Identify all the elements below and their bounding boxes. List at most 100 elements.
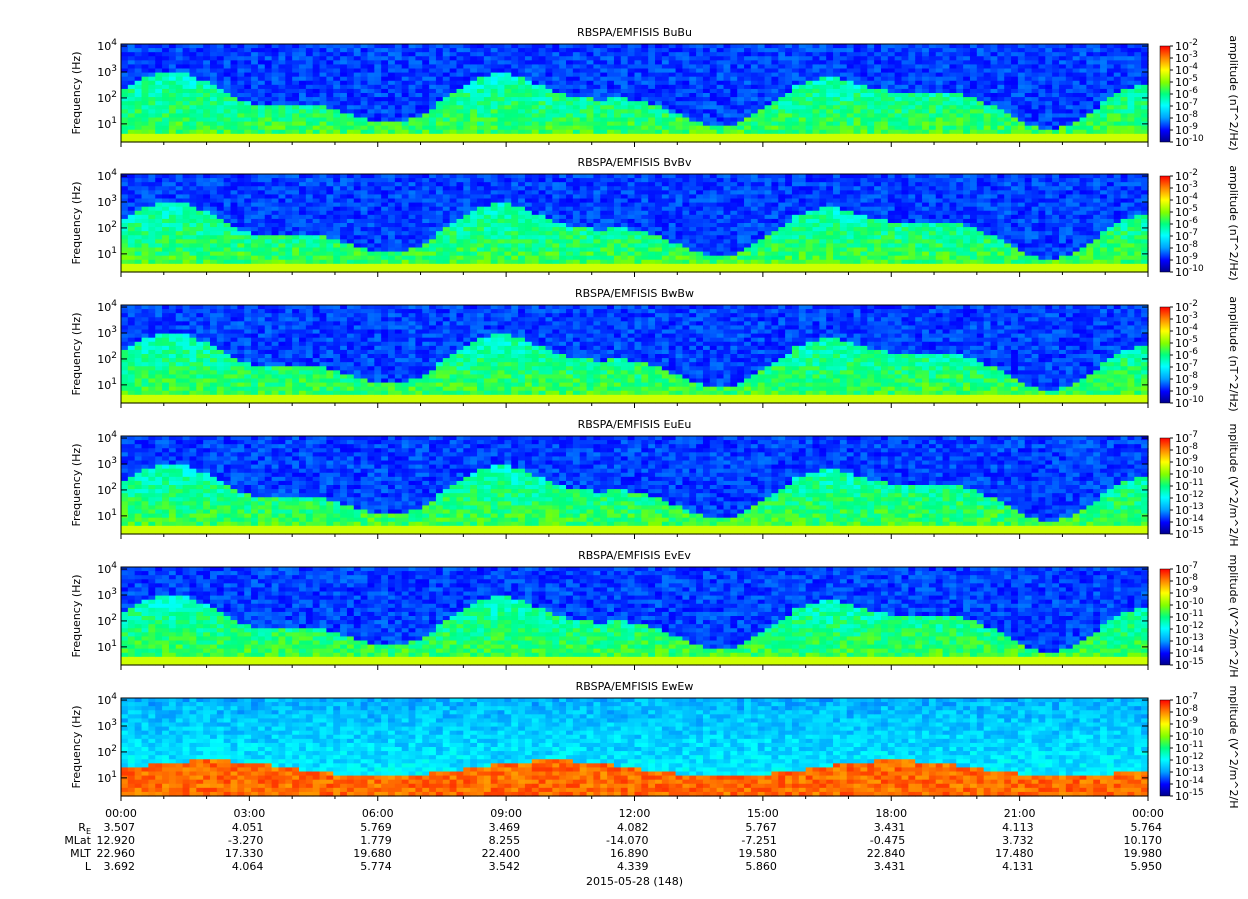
spectrogram-cell (709, 84, 718, 90)
spectrogram-cell (381, 251, 389, 257)
spectrogram-cell (477, 113, 485, 119)
spectrogram-cell (1017, 80, 1026, 86)
spectrogram-cell (134, 231, 143, 236)
spectrogram-cell (874, 64, 882, 70)
spectrogram-cell (381, 247, 389, 253)
spectrogram-cell (689, 44, 697, 49)
spectrogram-cell (141, 243, 149, 249)
spectrogram-cell (340, 93, 348, 98)
spectrogram-cell (586, 133, 595, 139)
spectrogram-cell (538, 93, 547, 98)
spectrogram-cell (408, 133, 417, 139)
spectrogram-cell (244, 105, 252, 110)
spectrogram-cell (230, 129, 238, 135)
spectrogram-cell (880, 52, 889, 57)
spectrogram-cell (333, 178, 341, 183)
spectrogram-cell (511, 48, 519, 53)
spectrogram-cell (1045, 80, 1053, 86)
spectrogram-cell (257, 80, 266, 86)
spectrogram-cell (134, 239, 143, 245)
spectrogram-cell (435, 186, 444, 191)
spectrogram-cell (531, 101, 540, 106)
spectrogram-cell (340, 239, 348, 245)
spectrogram-cell (504, 88, 512, 94)
spectrogram-cell (655, 121, 663, 127)
spectrogram-cell (210, 178, 218, 183)
spectrogram-cell (1052, 84, 1060, 90)
spectrogram-cell (826, 97, 834, 102)
spectrogram-cell (1127, 76, 1135, 82)
spectrogram-cell (1120, 129, 1129, 135)
spectrogram-cell (319, 68, 327, 74)
spectrogram-cell (401, 255, 410, 261)
spectrogram-cell (641, 76, 649, 82)
spectrogram-cell (689, 52, 697, 57)
spectrogram-cell (969, 64, 978, 70)
spectrogram-cell (826, 117, 834, 123)
spectrogram-cell (299, 52, 307, 57)
spectrogram-cell (353, 259, 362, 265)
spectrogram-cell (661, 84, 670, 90)
spectrogram-cell (353, 80, 362, 86)
spectrogram-cell (579, 88, 588, 94)
spectrogram-cell (271, 214, 280, 220)
spectrogram-cell (299, 84, 307, 90)
spectrogram-cell (381, 206, 389, 212)
spectrogram-cell (894, 93, 903, 98)
spectrogram-cell (292, 137, 300, 143)
spectrogram-cell (299, 227, 307, 232)
spectrogram-cell (189, 198, 197, 204)
spectrogram-cell (230, 60, 238, 66)
spectrogram-cell (360, 223, 369, 228)
spectrogram-cell (853, 109, 862, 115)
spectrogram-cell (1017, 84, 1026, 90)
spectrogram-cell (401, 194, 410, 200)
spectrogram-cell (244, 194, 252, 200)
spectrogram-cell (880, 109, 889, 115)
spectrogram-cell (1093, 64, 1101, 70)
spectrogram-cell (463, 117, 471, 123)
spectrogram-cell (477, 56, 485, 61)
spectrogram-cell (216, 182, 225, 187)
spectrogram-cell (1086, 60, 1094, 66)
spectrogram-cell (381, 88, 389, 94)
spectrogram-cell (223, 60, 232, 66)
spectrogram-cell (401, 202, 410, 208)
spectrogram-cell (750, 84, 759, 90)
spectrogram-cell (196, 210, 204, 216)
spectrogram-cell (203, 76, 211, 82)
spectrogram-cell (422, 105, 430, 110)
spectrogram-cell (340, 52, 348, 57)
spectrogram-cell (490, 174, 499, 179)
spectrogram-cell (121, 239, 129, 245)
spectrogram-cell (901, 84, 909, 90)
spectrogram-cell (360, 56, 369, 61)
spectrogram-cell (518, 48, 526, 53)
spectrogram-cell (141, 210, 149, 216)
spectrogram-cell (196, 194, 204, 200)
spectrogram-cell (572, 44, 581, 49)
spectrogram-cell (333, 259, 341, 265)
spectrogram-cell (846, 117, 855, 123)
spectrogram-cell (634, 52, 642, 57)
spectrogram-cell (333, 117, 341, 123)
spectrogram-cell (162, 178, 170, 183)
spectrogram-cell (880, 68, 889, 74)
spectrogram-cell (175, 88, 184, 94)
spectrogram-cell (182, 206, 191, 212)
spectrogram-cell (497, 80, 506, 86)
spectrogram-cell (874, 101, 882, 106)
spectrogram-cell (189, 186, 197, 191)
spectrogram-cell (216, 267, 225, 273)
spectrogram-cell (435, 259, 444, 265)
spectrogram-cell (353, 76, 362, 82)
spectrogram-cell (1086, 88, 1094, 94)
spectrogram-cell (223, 255, 232, 261)
spectrogram-cell (1045, 121, 1053, 127)
spectrogram-cell (627, 97, 636, 102)
spectrogram-cell (552, 109, 560, 115)
spectrogram-cell (470, 84, 478, 90)
spectrogram-cell (237, 190, 245, 196)
spectrogram-cell (251, 117, 259, 123)
spectrogram-cell (593, 113, 601, 119)
